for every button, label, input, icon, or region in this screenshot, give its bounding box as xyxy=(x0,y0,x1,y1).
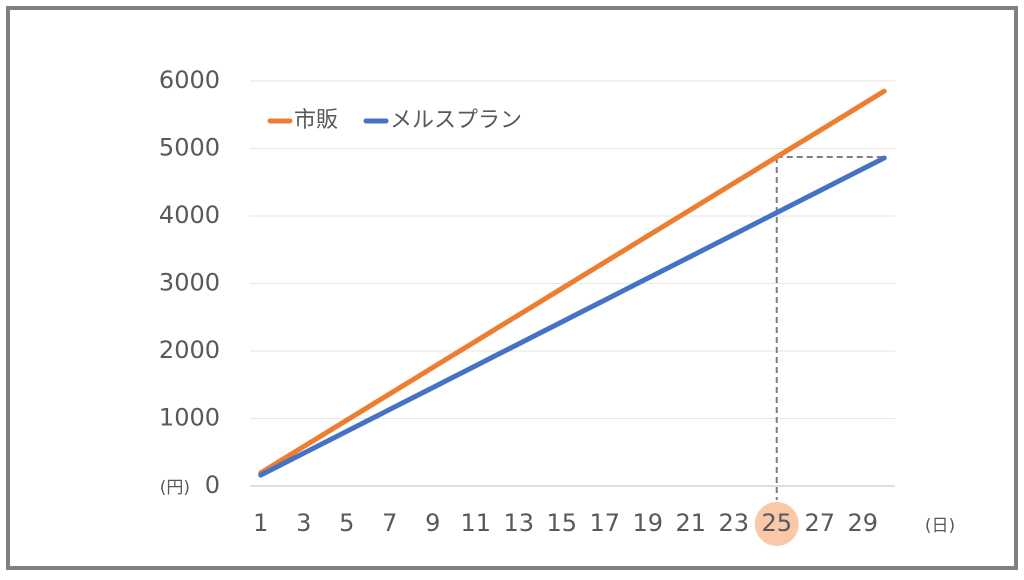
x-tick-label: 3 xyxy=(296,509,311,537)
legend-label: メルスプラン xyxy=(390,108,522,133)
x-tick-label: 29 xyxy=(847,509,878,537)
x-unit: (日) xyxy=(925,516,955,536)
frame xyxy=(6,6,1018,570)
x-tick-label: 27 xyxy=(804,509,835,537)
y-unit: (円) xyxy=(160,478,190,498)
y-tick-label: 5000 xyxy=(159,134,220,162)
y-tick-label: 2000 xyxy=(159,336,220,364)
x-tick-label: 9 xyxy=(425,509,440,537)
x-tick-label: 17 xyxy=(589,509,620,537)
x-tick-label: 15 xyxy=(546,509,577,537)
y-tick-label: 4000 xyxy=(159,201,220,229)
x-tick-label: 25 xyxy=(761,509,792,537)
y-tick-label: 6000 xyxy=(159,66,220,94)
x-tick-label: 1 xyxy=(253,509,268,537)
x-tick-label: 19 xyxy=(632,509,663,537)
highlight-circle xyxy=(754,502,799,546)
x-tick-label: 5 xyxy=(339,509,354,537)
x-tick-label: 23 xyxy=(718,509,749,537)
x-tick-label: 11 xyxy=(460,509,491,537)
x-tick-label: 21 xyxy=(675,509,706,537)
y-tick-label: 3000 xyxy=(159,269,220,297)
y-tick-label: 0 xyxy=(205,471,220,499)
y-tick-label: 1000 xyxy=(159,404,220,432)
legend-label: 市販 xyxy=(294,108,338,133)
series-line xyxy=(258,155,887,478)
x-tick-label: 7 xyxy=(382,509,397,537)
series-line xyxy=(258,88,887,476)
x-tick-label: 13 xyxy=(503,509,534,537)
